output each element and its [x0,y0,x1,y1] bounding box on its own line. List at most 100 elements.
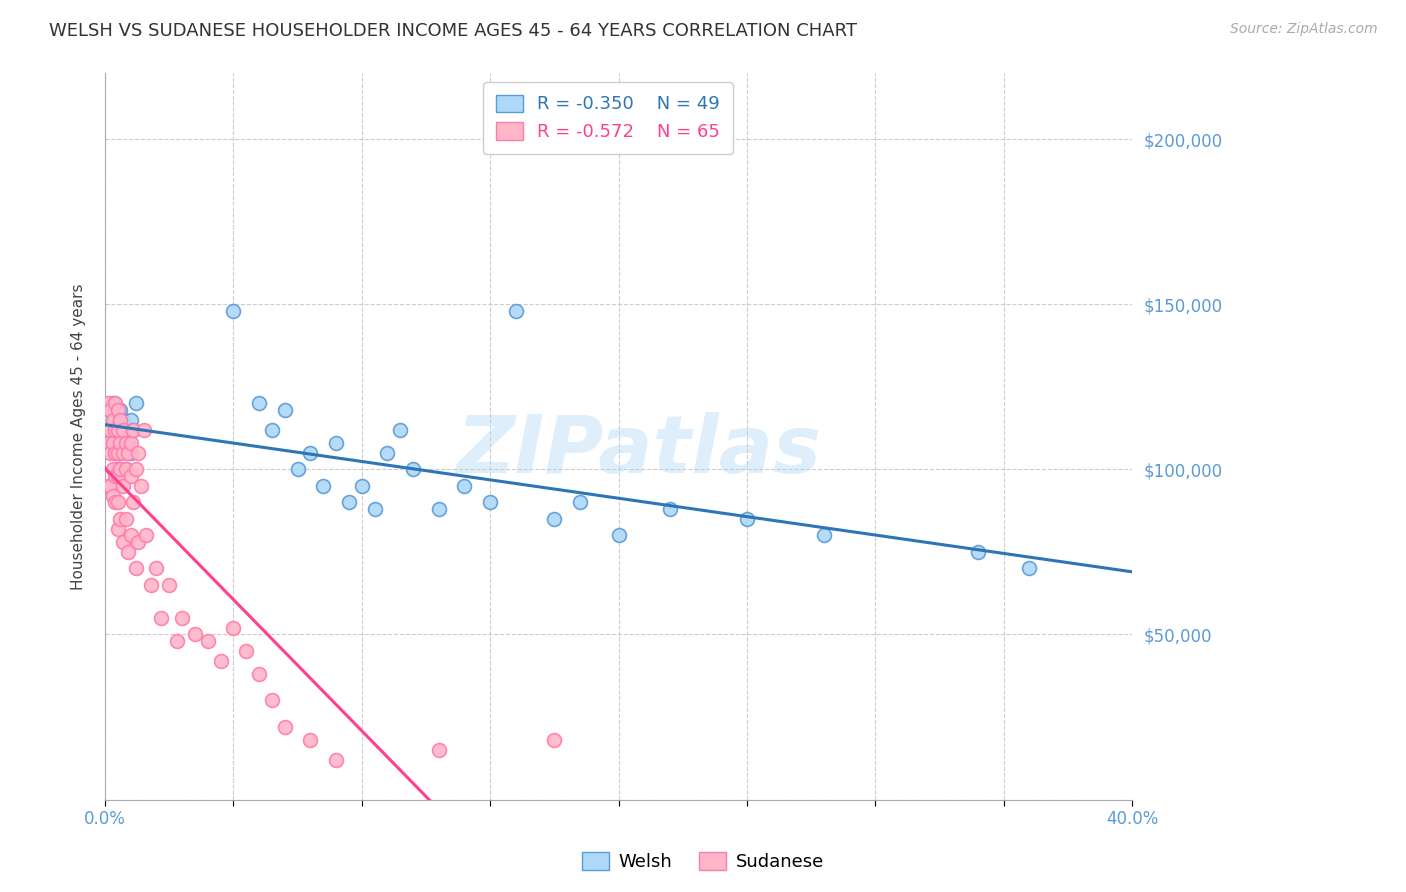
Point [247,667,270,681]
Point [107,522,129,536]
Point [117,435,139,450]
Point [197,634,219,648]
Point [110,413,132,427]
Point [110,512,132,526]
Point [110,423,132,437]
Legend: R = -0.350    N = 49, R = -0.572    N = 65: R = -0.350 N = 49, R = -0.572 N = 65 [484,82,733,154]
Point [110,462,132,476]
Point [127,535,149,549]
Point [145,561,167,575]
Point [325,753,347,767]
Point [427,743,450,757]
Point [350,479,373,493]
Point [299,733,322,747]
Point [122,423,145,437]
Point [125,561,148,575]
Point [813,528,835,542]
Point [209,654,232,668]
Point [111,479,134,493]
Point [125,462,148,476]
Point [107,419,129,434]
Point [222,303,245,318]
Point [104,468,127,483]
Point [111,535,134,549]
Point [184,627,207,641]
Point [569,495,592,509]
Point [127,446,149,460]
Point [260,693,283,707]
Point [607,528,630,542]
Point [132,423,155,437]
Point [114,429,136,443]
Point [389,423,412,437]
Point [114,462,136,476]
Point [325,435,347,450]
Point [110,446,132,460]
Point [287,462,309,476]
Point [125,396,148,410]
Point [96,396,118,410]
Point [111,446,134,460]
Point [107,462,129,476]
Point [120,446,142,460]
Point [104,413,127,427]
Point [114,435,136,450]
Point [120,413,142,427]
Point [101,435,124,450]
Point [166,634,188,648]
Point [129,479,152,493]
Point [122,423,145,437]
Point [101,435,124,450]
Point [104,446,127,460]
Point [107,435,129,450]
Point [101,489,124,503]
Point [235,644,257,658]
Point [104,429,127,443]
Text: Source: ZipAtlas.com: Source: ZipAtlas.com [1230,22,1378,37]
Point [120,468,142,483]
Point [111,423,134,437]
Point [1018,561,1040,575]
Point [107,495,129,509]
Point [135,528,157,542]
Point [453,479,475,493]
Point [98,479,121,493]
Point [274,720,297,734]
Point [96,435,118,450]
Point [111,435,134,450]
Point [117,446,139,460]
Point [98,446,121,460]
Point [120,435,142,450]
Point [98,402,121,417]
Point [98,423,121,437]
Point [98,402,121,417]
Point [111,413,134,427]
Point [141,578,163,592]
Point [402,462,425,476]
Point [543,512,565,526]
Point [543,733,565,747]
Point [110,402,132,417]
Point [735,512,758,526]
Point [337,495,360,509]
Point [96,413,118,427]
Point [107,468,129,483]
Point [122,495,145,509]
Point [479,495,502,509]
Point [377,446,399,460]
Point [222,621,245,635]
Point [114,512,136,526]
Point [101,396,124,410]
Point [107,402,129,417]
Point [967,545,990,559]
Point [101,462,124,476]
Point [170,611,193,625]
Point [120,528,142,542]
Point [110,435,132,450]
Point [107,446,129,460]
Text: WELSH VS SUDANESE HOUSEHOLDER INCOME AGES 45 - 64 YEARS CORRELATION CHART: WELSH VS SUDANESE HOUSEHOLDER INCOME AGE… [49,22,858,40]
Point [505,303,527,318]
Point [104,396,127,410]
Point [274,402,297,417]
Point [101,413,124,427]
